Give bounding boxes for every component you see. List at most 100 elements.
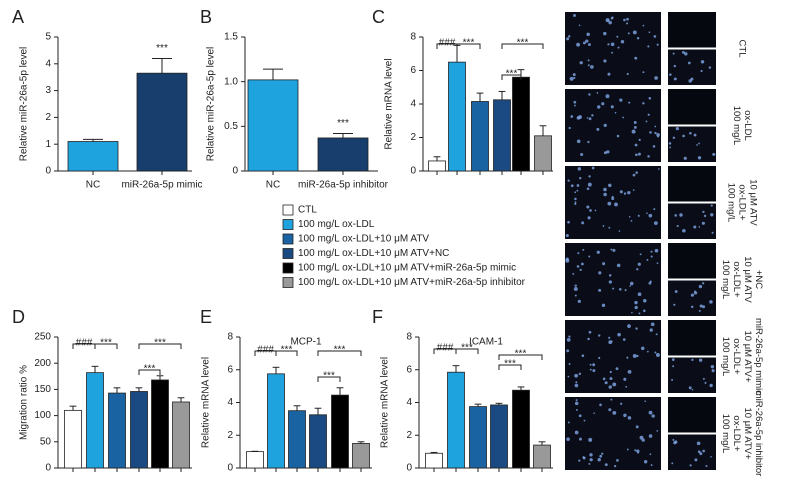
y-axis-label: Relative mRNA level <box>201 357 212 448</box>
cell-dot <box>596 250 600 254</box>
cell-dot <box>658 168 660 170</box>
cell-dot <box>637 262 641 266</box>
cell-dot <box>642 71 645 74</box>
cell-dot <box>634 143 638 147</box>
significance: ### <box>439 38 456 49</box>
cell-dot <box>649 453 652 456</box>
cell-dot <box>701 221 705 225</box>
cell-dot <box>689 131 692 135</box>
y-tick-label: 0 <box>227 463 233 474</box>
legend-label: 100 mg/L ox-LDL+10 μM ATV+NC <box>298 248 449 259</box>
cell-dot <box>586 187 590 191</box>
cell-dot <box>676 224 679 228</box>
cell-dot <box>617 332 621 337</box>
cell-dot <box>683 156 687 160</box>
cell-dot <box>700 60 705 64</box>
cell-dot <box>566 349 570 353</box>
cell-dot <box>632 173 636 177</box>
cell-dot <box>682 134 685 138</box>
cell-dot <box>673 303 676 306</box>
cell-dot <box>586 205 590 209</box>
x-tick-label: miR-26a-5p mimic <box>121 180 202 191</box>
bracket <box>501 74 522 80</box>
cell-dot <box>698 309 701 312</box>
cell-dot <box>591 114 594 117</box>
cell-dot <box>656 262 659 265</box>
cell-dot <box>577 167 581 171</box>
panel-label: F <box>372 307 383 327</box>
cell-dot <box>618 287 622 291</box>
cell-dot <box>609 370 612 374</box>
bracket <box>138 369 161 375</box>
cell-dot <box>608 183 612 188</box>
y-tick-label: 8 <box>410 32 416 43</box>
cell-dot <box>587 59 590 62</box>
cell-dot <box>687 61 691 65</box>
bar <box>469 406 487 469</box>
cell-dot <box>619 98 623 102</box>
cell-dot <box>647 45 650 48</box>
y-tick-label: 1.0 <box>224 76 238 87</box>
cell-dot <box>605 94 610 99</box>
cell-dot <box>581 354 585 358</box>
cell-dot <box>709 383 713 388</box>
cell-dot <box>710 455 712 458</box>
cell-dot <box>636 37 640 40</box>
cell-dot <box>603 192 607 197</box>
cell-dot <box>702 282 705 285</box>
legend-swatch <box>282 204 294 216</box>
cell-dot <box>710 204 713 207</box>
cell-dot <box>578 24 581 27</box>
bracket <box>275 350 298 356</box>
cell-dot <box>611 197 615 201</box>
cell-dot <box>596 127 600 131</box>
cell-dot <box>577 299 581 303</box>
x-tick-label: miR-26a-5p inhibitor <box>298 180 389 191</box>
cell-dot <box>653 208 656 211</box>
cell-dot <box>587 337 590 341</box>
cell-dot <box>646 350 649 353</box>
significance: ### <box>437 343 454 354</box>
bracket <box>456 43 481 49</box>
cell-dot <box>675 126 679 131</box>
cell-dot <box>582 456 586 460</box>
micrograph-label-line: miR-26a-5p inhibitor <box>753 391 764 477</box>
cell-dot <box>684 52 688 56</box>
bar <box>172 401 190 469</box>
cell-dot <box>588 255 591 258</box>
bar <box>493 99 511 172</box>
micrograph-label-line: ox-LDL+ <box>731 415 742 452</box>
bar <box>108 392 126 469</box>
cell-dot <box>568 363 571 365</box>
cell-dot <box>576 189 579 192</box>
cell-dot <box>625 22 629 25</box>
micrograph-inset <box>668 203 716 239</box>
micrograph-label: CTL <box>736 40 747 58</box>
cell-dot <box>610 42 615 47</box>
cell-dot <box>567 375 570 378</box>
cell-dot <box>566 437 570 441</box>
y-tick-label: 8 <box>406 332 412 343</box>
cell-dot <box>688 386 692 390</box>
cell-dot <box>702 210 705 214</box>
x-tick-label: NC <box>86 180 100 191</box>
cell-dot <box>669 73 672 76</box>
cell-dot <box>604 463 608 467</box>
cell-dot <box>576 139 581 144</box>
cell-dot <box>574 197 577 201</box>
micrograph-inset <box>668 12 716 48</box>
cell-dot <box>639 253 642 256</box>
significance: ### <box>76 338 93 349</box>
cell-dot <box>630 219 633 222</box>
cell-dot <box>634 449 637 452</box>
cell-dot <box>574 284 577 287</box>
cell-dot <box>607 72 611 76</box>
y-tick-label: 8 <box>227 332 233 343</box>
cell-dot <box>570 115 574 118</box>
cell-dot <box>599 454 603 458</box>
cell-dot <box>610 17 614 20</box>
cell-dot <box>588 175 591 178</box>
cell-dot <box>610 105 614 109</box>
cell-dot <box>574 294 577 297</box>
cell-dot <box>633 125 637 129</box>
